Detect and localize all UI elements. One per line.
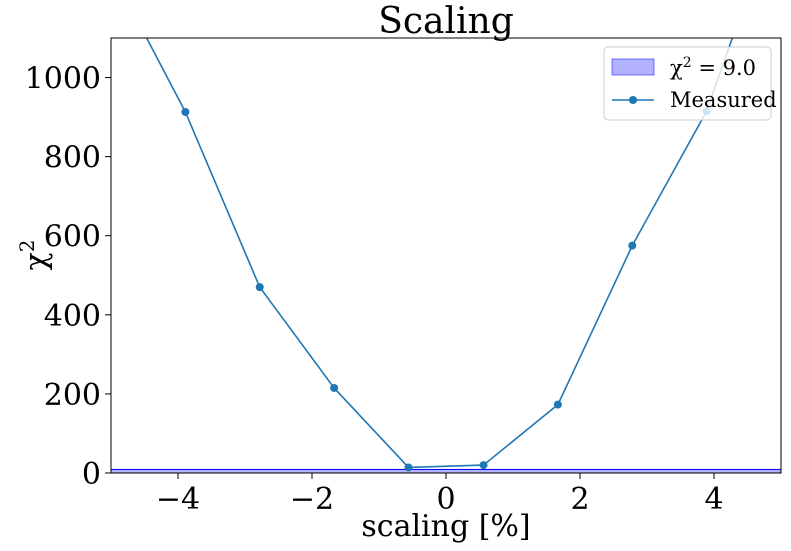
legend-band-label: χ2 = 9.0: [670, 55, 756, 80]
measured-point: [479, 461, 488, 470]
legend-series-label: Measured: [670, 88, 777, 112]
x-tick-label: −4: [156, 482, 200, 517]
measured-point: [553, 400, 562, 409]
legend-band-superscript: 2: [683, 55, 692, 71]
legend-frame: [603, 46, 772, 121]
measured-point: [255, 283, 264, 292]
y-tick-label: 400: [44, 299, 101, 334]
y-tick-label: 800: [44, 141, 101, 176]
y-axis-label-chi: χ: [19, 252, 54, 270]
y-tick-label: 200: [44, 378, 101, 413]
measured-point: [404, 463, 413, 472]
legend-band-value: = 9.0: [692, 56, 756, 80]
chart-title: Scaling: [378, 1, 514, 42]
x-axis-label: scaling [%]: [361, 509, 530, 544]
measured-line: [145, 38, 734, 469]
legend: χ2 = 9.0 Measured: [603, 46, 777, 121]
y-tick-label: 1000: [25, 62, 101, 97]
measured-point: [181, 107, 190, 116]
x-tick-label: 4: [704, 482, 723, 517]
measured-point: [628, 241, 637, 250]
y-axis-label-superscript: 2: [15, 240, 39, 253]
measured-point: [330, 383, 339, 392]
chi2-threshold-band: [111, 468, 781, 473]
y-tick-label: 600: [44, 220, 101, 255]
y-tick-label: 0: [82, 457, 101, 492]
legend-band-swatch: [611, 58, 655, 76]
legend-series-marker: [629, 96, 637, 104]
x-tick-label: −2: [290, 482, 334, 517]
x-tick-label: 0: [436, 482, 455, 517]
y-axis-label: χ2: [15, 240, 54, 271]
x-tick-label: 2: [570, 482, 589, 517]
legend-band-chi: χ: [670, 56, 683, 80]
